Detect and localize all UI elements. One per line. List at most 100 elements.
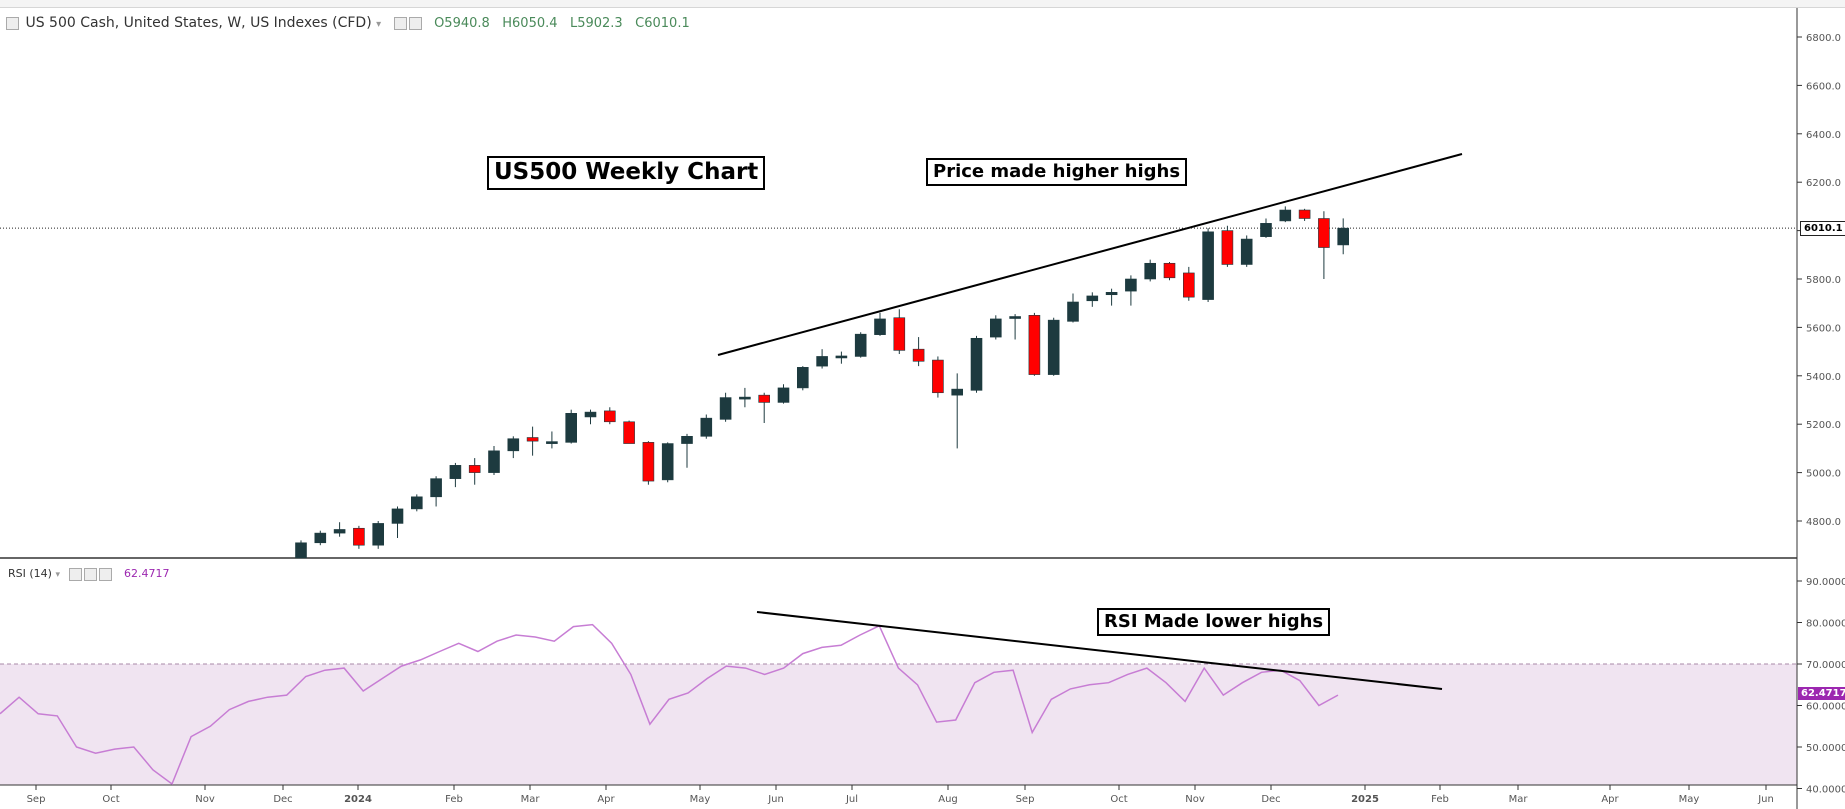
candle-body	[1260, 223, 1272, 237]
candle	[1298, 208, 1311, 221]
candle	[989, 315, 1002, 340]
ohlc-high: H6050.4	[502, 16, 558, 31]
rsi-label[interactable]: RSI (14)	[8, 567, 52, 580]
candle-body	[546, 441, 558, 444]
candle-body	[1221, 230, 1234, 265]
time-tick-label: Mar	[521, 794, 541, 805]
rsi-note-box[interactable]: RSI Made lower highs	[1097, 608, 1331, 636]
ohlc-close: C6010.1	[635, 16, 690, 31]
rsi-line	[0, 623, 1339, 786]
candle-body	[970, 337, 983, 391]
eye-icon[interactable]	[408, 16, 422, 30]
candle-body	[314, 532, 327, 544]
rsi-axis[interactable]: 90.0000 80.0000 70.0000 60.0000 50.0000 40.00…	[1797, 577, 1845, 796]
candle-body	[1009, 316, 1021, 319]
price-tick-label: 5800.0	[1806, 275, 1841, 286]
candle-body	[816, 356, 828, 367]
time-tick-label: 2024	[344, 794, 372, 805]
candle	[584, 409, 597, 425]
candle-body	[661, 443, 674, 481]
candle-body	[372, 523, 385, 546]
candle	[1086, 292, 1099, 307]
collapse-icon[interactable]	[6, 16, 19, 30]
candle	[526, 426, 539, 456]
candlestick-series	[295, 206, 1349, 559]
candle	[951, 373, 964, 449]
chevron-down-icon[interactable]: ▾	[376, 19, 382, 30]
candle-body	[932, 359, 944, 394]
price-tick-label: 6200.0	[1806, 178, 1841, 189]
rsi-tick-label: 90.0000	[1806, 577, 1845, 588]
candle	[932, 356, 944, 398]
candle-body	[1067, 301, 1079, 322]
time-tick-label: May	[690, 794, 711, 805]
candle	[1260, 218, 1272, 238]
time-tick-label: Apr	[597, 794, 615, 805]
candle-body	[835, 355, 848, 359]
candle	[1202, 228, 1214, 302]
time-tick-label: Jun	[1757, 794, 1774, 805]
price-tick-label: 6600.0	[1806, 81, 1841, 92]
candle-body	[1163, 262, 1176, 279]
candle	[1009, 314, 1021, 340]
rsi-tick-label: 70.0000	[1806, 660, 1845, 671]
candle-body	[1047, 319, 1060, 375]
rsi-trendline[interactable]	[756, 611, 1443, 690]
candle	[874, 312, 886, 336]
candle	[739, 387, 751, 408]
time-tick-label: Aug	[938, 794, 958, 805]
candle	[970, 335, 983, 393]
candle-body	[1279, 209, 1292, 222]
candle	[468, 458, 481, 485]
time-tick-label: Nov	[195, 794, 215, 805]
candle-body	[468, 465, 481, 473]
ohlc-open: O5940.8	[434, 16, 490, 31]
eye-icon[interactable]	[84, 567, 98, 581]
candle	[796, 366, 809, 391]
rsi-value: 62.4717	[123, 567, 170, 580]
rsi-tick-label: 40.0000	[1806, 785, 1845, 796]
price-tick-label: 6400.0	[1806, 130, 1841, 141]
candle-body	[912, 348, 925, 362]
last-price-tag: 6010.1	[1800, 221, 1845, 236]
candle	[295, 540, 307, 559]
settings-icon[interactable]	[393, 16, 407, 30]
time-tick-label: Feb	[445, 794, 463, 805]
candle	[1163, 262, 1176, 281]
candle	[1183, 266, 1195, 301]
candle	[1221, 225, 1234, 267]
candle	[391, 506, 404, 538]
price-note-box[interactable]: Price made higher highs	[926, 158, 1188, 186]
time-tick-label: Jul	[845, 794, 858, 805]
price-tick-label: 5000.0	[1806, 469, 1841, 480]
time-tick-label: Mar	[1509, 794, 1529, 805]
candle	[681, 433, 693, 468]
price-axis[interactable]: 6800.06600.06400.06200.06000.05800.05600…	[1797, 33, 1841, 528]
price-tick-label: 6800.0	[1806, 33, 1841, 44]
symbol-label[interactable]: US 500 Cash, United States, W, US Indexe…	[25, 15, 372, 31]
candle-body	[1337, 227, 1349, 246]
candle-body	[719, 397, 732, 420]
top-toolbar-strip	[0, 0, 1845, 8]
candle-body	[507, 438, 520, 452]
candle-body	[1086, 295, 1099, 302]
candle-body	[854, 333, 867, 357]
candle-body	[1105, 292, 1118, 296]
price-trendline[interactable]	[717, 153, 1463, 356]
price-tick-label: 5200.0	[1806, 420, 1841, 431]
candle-body	[796, 367, 809, 389]
candle-body	[488, 450, 500, 473]
candle-body	[642, 442, 655, 482]
settings-icon[interactable]	[69, 567, 83, 581]
chart-title-box[interactable]: US500 Weekly Chart	[487, 156, 766, 190]
candle-body	[526, 437, 539, 442]
chevron-down-icon[interactable]: ▾	[55, 570, 60, 580]
close-icon[interactable]	[99, 567, 113, 581]
candle	[507, 436, 520, 459]
candle	[835, 351, 848, 364]
candle-body	[623, 421, 635, 444]
candle	[314, 530, 327, 546]
candle	[1028, 312, 1041, 376]
time-axis[interactable]: Sep Oct Nov Dec 2024 Feb Mar Apr May Jun Jul Aug Sep…	[27, 785, 1774, 805]
